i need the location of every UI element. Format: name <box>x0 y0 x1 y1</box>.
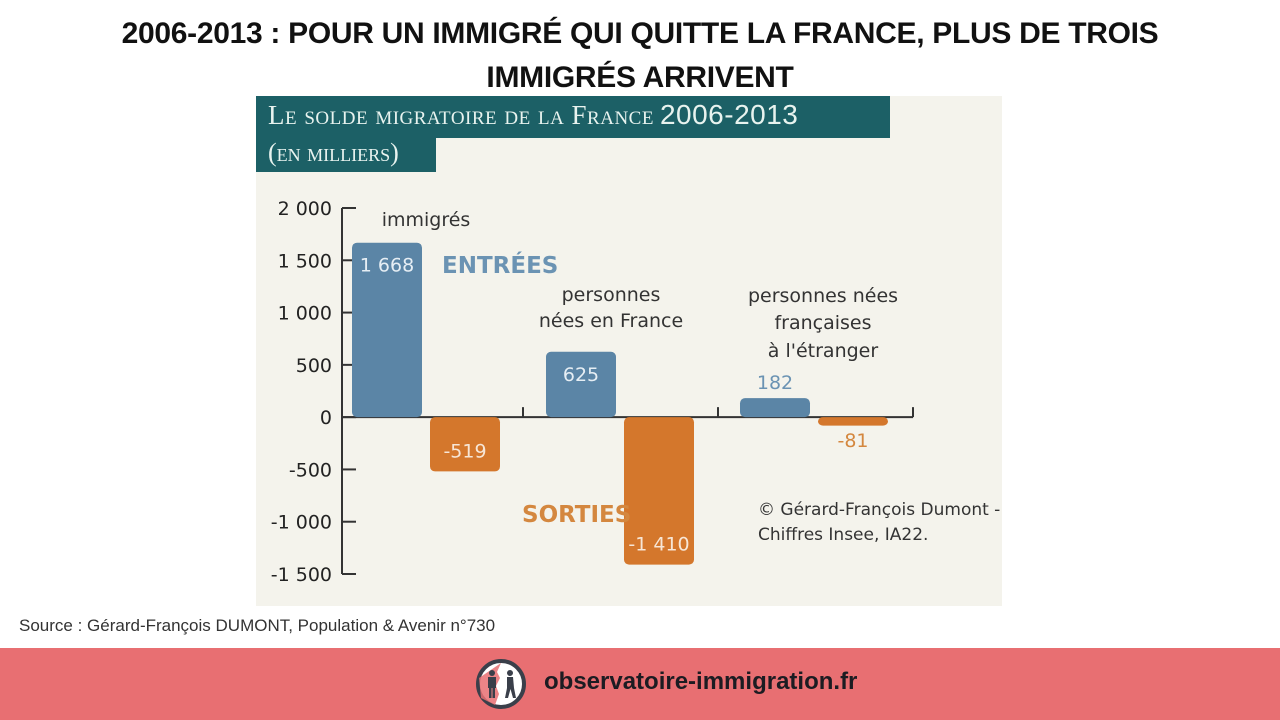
bar-sorties <box>818 417 888 426</box>
chart-title-years: 2006-2013 <box>659 99 799 130</box>
chart-subtitle-band <box>256 138 436 172</box>
category-label: nées en France <box>539 310 683 332</box>
bar-value-label-sorties: -81 <box>837 430 868 452</box>
chart-title-band <box>256 96 890 138</box>
category-label: à l'étranger <box>768 340 879 362</box>
headline-line-2: IMMIGRÉS ARRIVENT <box>486 61 794 94</box>
category-label: françaises <box>774 312 871 334</box>
chart-subtitle: (en milliers) <box>268 138 399 167</box>
category-label: immigrés <box>382 209 471 231</box>
headline-line-1: 2006-2013 : POUR UN IMMIGRÉ QUI QUITTE L… <box>121 17 1159 50</box>
y-tick-label: -1 000 <box>271 512 332 534</box>
legend-sorties: SORTIES <box>522 502 631 528</box>
copyright-annotation: © Gérard-François Dumont - <box>758 500 1000 520</box>
y-tick-label: -1 500 <box>271 564 332 586</box>
y-tick-label: 2 000 <box>278 198 332 220</box>
people-silhouette-logo-icon <box>476 659 526 709</box>
y-tick-label: 1 000 <box>278 303 332 325</box>
chart-panel: Le solde migratoire de la France 2006-201… <box>256 96 1002 606</box>
y-tick-label: 500 <box>296 355 332 377</box>
page-headline: 2006-2013 : POUR UN IMMIGRÉ QUI QUITTE L… <box>0 12 1280 100</box>
y-tick-label: 1 500 <box>278 250 332 272</box>
bar-value-label-sorties: -519 <box>443 440 486 462</box>
bar-chart: 2 000 1 500 1 000 500 0 -500 -1 000 -1 500 1 668… <box>271 198 1001 586</box>
bar-entrees <box>352 242 422 418</box>
bar-value-label-entrees: 625 <box>563 364 599 386</box>
copyright-annotation: Chiffres Insee, IA22. <box>758 525 928 545</box>
footer-banner <box>0 648 1280 720</box>
bar-entrees <box>740 398 810 418</box>
legend-entrees: ENTRÉES <box>442 251 558 279</box>
bar-value-label-sorties: -1 410 <box>628 534 689 556</box>
source-caption: Source : Gérard-François DUMONT, Populat… <box>19 616 496 635</box>
bar-sorties <box>430 417 500 472</box>
bar-value-label-entrees: 1 668 <box>360 255 414 277</box>
site-url-link[interactable]: observatoire-immigration.fr <box>544 668 858 695</box>
y-tick-label: 0 <box>320 407 332 429</box>
bar-entrees <box>546 351 616 418</box>
chart-title-text: Le solde migratoire de la France <box>268 100 654 130</box>
y-tick-label: -500 <box>289 459 332 481</box>
category-label: personnes nées <box>748 285 898 307</box>
chart-title: Le solde migratoire de la France 2006-201… <box>268 99 798 131</box>
bar-value-label-entrees: 182 <box>757 372 793 394</box>
bar-sorties <box>624 417 694 565</box>
category-label: personnes <box>562 284 661 306</box>
